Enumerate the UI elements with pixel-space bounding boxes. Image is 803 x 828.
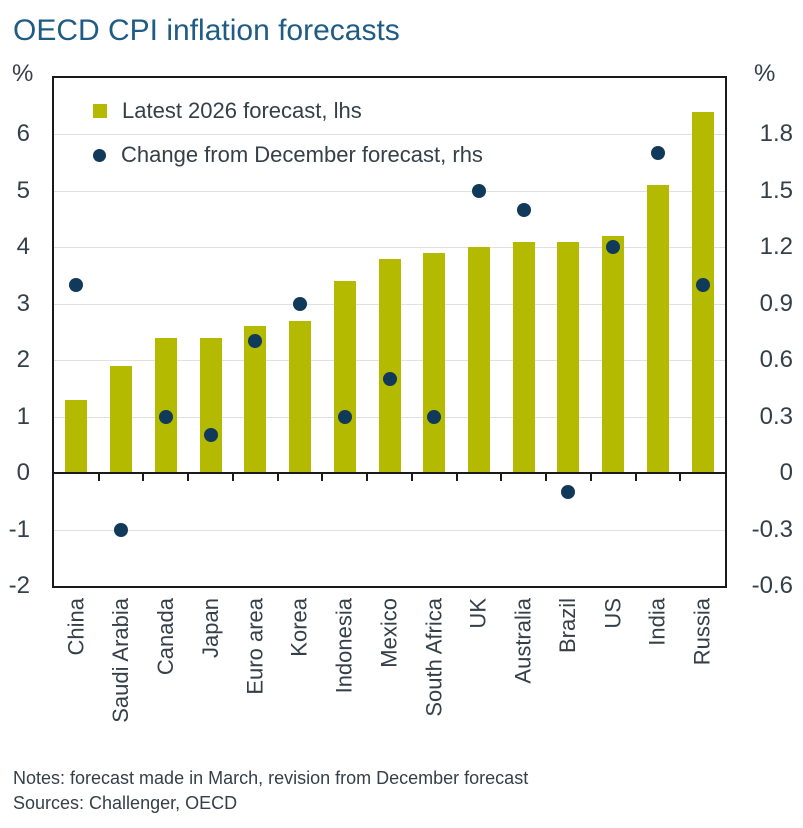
bar-indonesia <box>333 281 356 474</box>
y-tick-label-right: 0.9 <box>759 289 793 317</box>
bar-russia <box>691 111 714 474</box>
notes-text: Notes: forecast made in March, revision … <box>13 768 529 788</box>
dot-uk <box>471 183 486 198</box>
category-label: Korea <box>287 598 313 657</box>
dot-australia <box>516 202 531 217</box>
category-boundary-tick <box>634 473 637 482</box>
category-label: Saudi Arabia <box>108 598 134 723</box>
zero-axis-line <box>54 472 725 475</box>
category-boundary-tick <box>321 473 324 482</box>
dot-canada <box>158 409 173 424</box>
bar-china <box>65 399 88 474</box>
dot-us <box>606 240 621 255</box>
dot-euro-area <box>248 334 263 349</box>
gridline <box>54 529 725 531</box>
bar-mexico <box>378 258 401 474</box>
y-tick-label-right: 1.8 <box>759 120 793 148</box>
category-label: UK <box>465 598 491 629</box>
bar-euro-area <box>244 326 267 474</box>
y-tick-label-left: -1 <box>8 515 30 543</box>
legend-item-dots: Change from December forecast, rhs <box>93 140 483 170</box>
category-label: Russia <box>689 598 715 666</box>
legend-label-dots: Change from December forecast, rhs <box>121 142 483 167</box>
bar-australia <box>512 241 535 474</box>
bar-korea <box>289 320 312 474</box>
category-boundary-tick <box>545 473 548 482</box>
bar-series-swatch-icon <box>93 104 107 118</box>
y-tick-label-right: 0.3 <box>759 402 793 430</box>
chart-legend: Latest 2026 forecast, lhs Change from De… <box>93 96 483 184</box>
y-tick-label-left: -2 <box>8 572 30 599</box>
dot-japan <box>203 428 218 443</box>
gridline <box>54 247 725 249</box>
y-tick-label-left: 2 <box>16 346 30 374</box>
category-label: Indonesia <box>331 598 357 694</box>
bar-saudi-arabia <box>110 365 133 474</box>
dot-series-swatch-icon <box>93 148 106 162</box>
dot-china <box>69 277 84 292</box>
category-boundary-tick <box>187 473 190 482</box>
y-tick-label-left: 0 <box>16 459 30 487</box>
category-boundary-tick <box>97 473 100 482</box>
chart-title: OECD CPI inflation forecasts <box>13 14 400 47</box>
category-boundary-tick <box>455 473 458 482</box>
category-label: Euro area <box>242 598 268 695</box>
legend-label-bars: Latest 2026 forecast, lhs <box>122 98 362 123</box>
bar-south-africa <box>423 252 446 474</box>
category-boundary-tick <box>410 473 413 482</box>
bar-japan <box>199 337 222 474</box>
category-boundary-tick <box>142 473 145 482</box>
bar-canada <box>154 337 177 474</box>
dot-south-africa <box>427 409 442 424</box>
gridline <box>54 190 725 192</box>
category-label: Brazil <box>555 598 581 654</box>
bar-uk <box>467 247 490 474</box>
category-label: South Africa <box>421 598 447 717</box>
category-label: US <box>600 598 626 629</box>
category-boundary-tick <box>231 473 234 482</box>
y-tick-label-right: 1.2 <box>759 233 793 261</box>
category-boundary-tick <box>500 473 503 482</box>
right-axis-unit-label: % <box>754 60 776 87</box>
y-tick-label-right: 0 <box>779 459 793 487</box>
dot-mexico <box>382 372 397 387</box>
dot-brazil <box>561 484 576 499</box>
dot-saudi-arabia <box>114 522 129 537</box>
category-label: China <box>63 598 89 656</box>
legend-item-bars: Latest 2026 forecast, lhs <box>93 96 483 126</box>
y-tick-label-left: 4 <box>16 233 30 261</box>
category-boundary-tick <box>366 473 369 482</box>
y-tick-label-right: -0.3 <box>751 515 793 543</box>
y-tick-label-right: -0.6 <box>751 572 793 599</box>
category-label: Japan <box>197 598 223 658</box>
dot-indonesia <box>337 409 352 424</box>
category-label: India <box>644 598 670 646</box>
dot-korea <box>293 296 308 311</box>
y-tick-label-left: 3 <box>16 289 30 317</box>
gridline <box>54 134 725 136</box>
bar-us <box>602 236 625 474</box>
category-label: Canada <box>152 598 178 676</box>
y-tick-label-right: 1.5 <box>759 176 793 204</box>
sources-text: Sources: Challenger, OECD <box>13 793 238 813</box>
category-label: Mexico <box>376 598 402 668</box>
plot-area <box>52 76 727 588</box>
category-label: Australia <box>510 598 536 684</box>
y-tick-label-left: 5 <box>16 176 30 204</box>
y-tick-label-right: 0.6 <box>759 346 793 374</box>
left-axis-unit-label: % <box>12 60 34 87</box>
dot-india <box>650 146 665 161</box>
dot-russia <box>695 277 710 292</box>
y-tick-label-left: 6 <box>16 120 30 148</box>
category-boundary-tick <box>589 473 592 482</box>
bar-brazil <box>557 241 580 474</box>
y-tick-label-left: 1 <box>16 402 30 430</box>
category-boundary-tick <box>276 473 279 482</box>
bar-india <box>646 185 669 474</box>
category-boundary-tick <box>679 473 682 482</box>
